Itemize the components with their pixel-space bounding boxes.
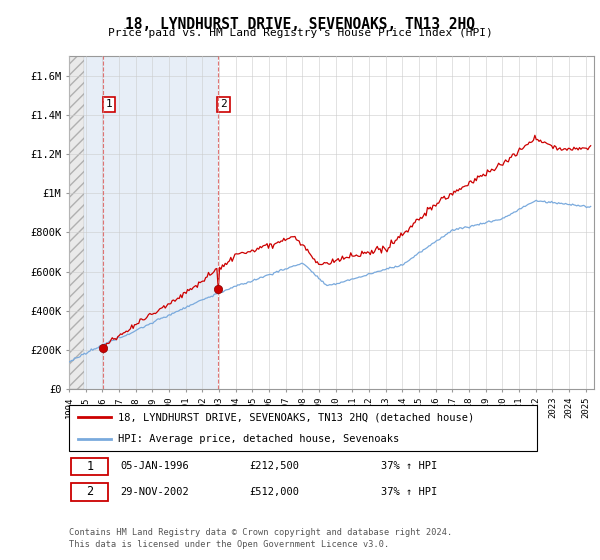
Text: 1: 1 — [106, 99, 112, 109]
Text: £212,500: £212,500 — [249, 461, 299, 472]
Bar — [71, 483, 108, 501]
Text: 2: 2 — [86, 485, 94, 498]
Bar — [85, 56, 218, 389]
Text: 18, LYNDHURST DRIVE, SEVENOAKS, TN13 2HQ: 18, LYNDHURST DRIVE, SEVENOAKS, TN13 2HQ — [125, 17, 475, 32]
Text: 37% ↑ HPI: 37% ↑ HPI — [381, 487, 437, 497]
Bar — [71, 458, 108, 475]
Text: 29-NOV-2002: 29-NOV-2002 — [120, 487, 189, 497]
Text: £512,000: £512,000 — [249, 487, 299, 497]
Text: Contains HM Land Registry data © Crown copyright and database right 2024.
This d: Contains HM Land Registry data © Crown c… — [69, 528, 452, 549]
Bar — [69, 56, 85, 389]
Text: HPI: Average price, detached house, Sevenoaks: HPI: Average price, detached house, Seve… — [118, 435, 400, 444]
Text: 2: 2 — [220, 99, 227, 109]
Text: 1: 1 — [86, 460, 94, 473]
Text: Price paid vs. HM Land Registry's House Price Index (HPI): Price paid vs. HM Land Registry's House … — [107, 28, 493, 38]
Text: 05-JAN-1996: 05-JAN-1996 — [120, 461, 189, 472]
Text: 37% ↑ HPI: 37% ↑ HPI — [381, 461, 437, 472]
Text: 18, LYNDHURST DRIVE, SEVENOAKS, TN13 2HQ (detached house): 18, LYNDHURST DRIVE, SEVENOAKS, TN13 2HQ… — [118, 412, 475, 422]
